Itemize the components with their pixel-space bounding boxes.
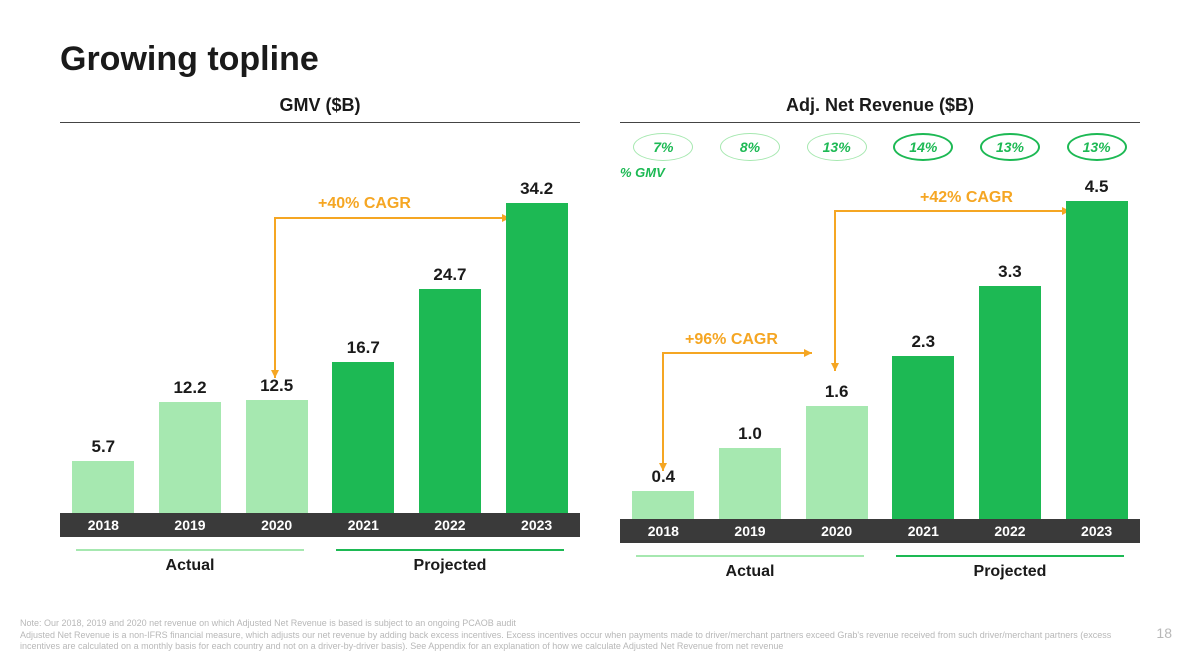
revenue-period-actual: Actual [620, 555, 880, 581]
bar-wrap: 24.7 [407, 173, 493, 513]
bar [246, 400, 308, 513]
bar-value-label: 34.2 [520, 179, 553, 199]
gmv-chart-title: GMV ($B) [60, 95, 580, 123]
bar [332, 362, 394, 513]
bar-wrap: 3.3 [967, 171, 1053, 519]
bar-wrap: 5.7 [60, 173, 146, 513]
bar-value-label: 3.3 [998, 262, 1022, 282]
footnote-line1: Note: Our 2018, 2019 and 2020 net revenu… [20, 618, 1140, 630]
gmv-chart-area: +40% CAGR 5.712.212.516.724.734.2 [60, 173, 580, 513]
bar-wrap: 1.6 [793, 171, 879, 519]
bar [419, 289, 481, 513]
footnote: Note: Our 2018, 2019 and 2020 net revenu… [20, 618, 1140, 653]
year-label: 2021 [320, 517, 406, 533]
year-label: 2018 [60, 517, 146, 533]
gmv-period-row: Actual Projected [60, 549, 580, 575]
footnote-line2: Adjusted Net Revenue is a non-IFRS finan… [20, 630, 1140, 653]
bar [159, 402, 221, 513]
percent-oval: 14% [893, 133, 953, 161]
bar [1066, 201, 1128, 519]
year-label: 2021 [880, 523, 966, 539]
bar-value-label: 5.7 [92, 437, 116, 457]
year-label: 2019 [707, 523, 793, 539]
page-number: 18 [1156, 625, 1172, 641]
bar-value-label: 1.0 [738, 424, 762, 444]
bar [892, 356, 954, 519]
bar-wrap: 16.7 [320, 173, 406, 513]
bar-wrap: 4.5 [1053, 171, 1139, 519]
percent-oval: 8% [720, 133, 780, 161]
gmv-year-axis: 201820192020202120222023 [60, 513, 580, 537]
charts-row: GMV ($B) +40% CAGR 5.712.212.516.724.734… [60, 95, 1140, 581]
bar [979, 286, 1041, 519]
percent-oval: 13% [1067, 133, 1127, 161]
bar-wrap: 12.2 [147, 173, 233, 513]
year-label: 2023 [1053, 523, 1139, 539]
bar [806, 406, 868, 519]
revenue-period-projected: Projected [880, 555, 1140, 581]
bar-value-label: 4.5 [1085, 177, 1109, 197]
revenue-bars: 0.4 1.0 1.6 2.3 3.3 4.5 [620, 171, 1140, 519]
gmv-chart: GMV ($B) +40% CAGR 5.712.212.516.724.734… [60, 95, 580, 581]
bar-value-label: 12.2 [173, 378, 206, 398]
bar-value-label: 0.4 [652, 467, 676, 487]
percent-oval: 13% [980, 133, 1040, 161]
year-label: 2019 [147, 517, 233, 533]
gmv-period-actual: Actual [60, 549, 320, 575]
year-label: 2022 [407, 517, 493, 533]
slide-title: Growing topline [60, 40, 1140, 79]
revenue-chart-title: Adj. Net Revenue ($B) [620, 95, 1140, 123]
bar-value-label: 12.5 [260, 376, 293, 396]
revenue-period-row: Actual Projected [620, 555, 1140, 581]
gmv-bars: 5.7 12.2 12.5 16.7 24.7 34.2 [60, 173, 580, 513]
bar-wrap: 2.3 [880, 171, 966, 519]
bar-value-label: 24.7 [433, 265, 466, 285]
bar-value-label: 1.6 [825, 382, 849, 402]
bar [632, 491, 694, 519]
bar-wrap: 1.0 [707, 171, 793, 519]
percent-oval: 13% [807, 133, 867, 161]
percent-gmv-row: % GMV 7%8%13%14%13%13% [620, 133, 1140, 161]
percent-oval: 7% [633, 133, 693, 161]
revenue-chart-area: +42% CAGR +96% CAGR 0.41.01.62.33.34.5 [620, 171, 1140, 519]
revenue-year-axis: 201820192020202120222023 [620, 519, 1140, 543]
bar [72, 461, 134, 513]
bar-value-label: 2.3 [911, 332, 935, 352]
revenue-chart: Adj. Net Revenue ($B) % GMV 7%8%13%14%13… [620, 95, 1140, 581]
bar-wrap: 12.5 [233, 173, 319, 513]
gmv-period-projected: Projected [320, 549, 580, 575]
slide: Growing topline GMV ($B) +40% CAGR 5.712… [0, 0, 1200, 659]
year-label: 2022 [967, 523, 1053, 539]
year-label: 2020 [233, 517, 319, 533]
bar [506, 203, 568, 513]
bar [719, 448, 781, 519]
bar-wrap: 0.4 [620, 171, 706, 519]
bar-value-label: 16.7 [347, 338, 380, 358]
year-label: 2020 [793, 523, 879, 539]
bar-wrap: 34.2 [493, 173, 579, 513]
year-label: 2023 [493, 517, 579, 533]
year-label: 2018 [620, 523, 706, 539]
